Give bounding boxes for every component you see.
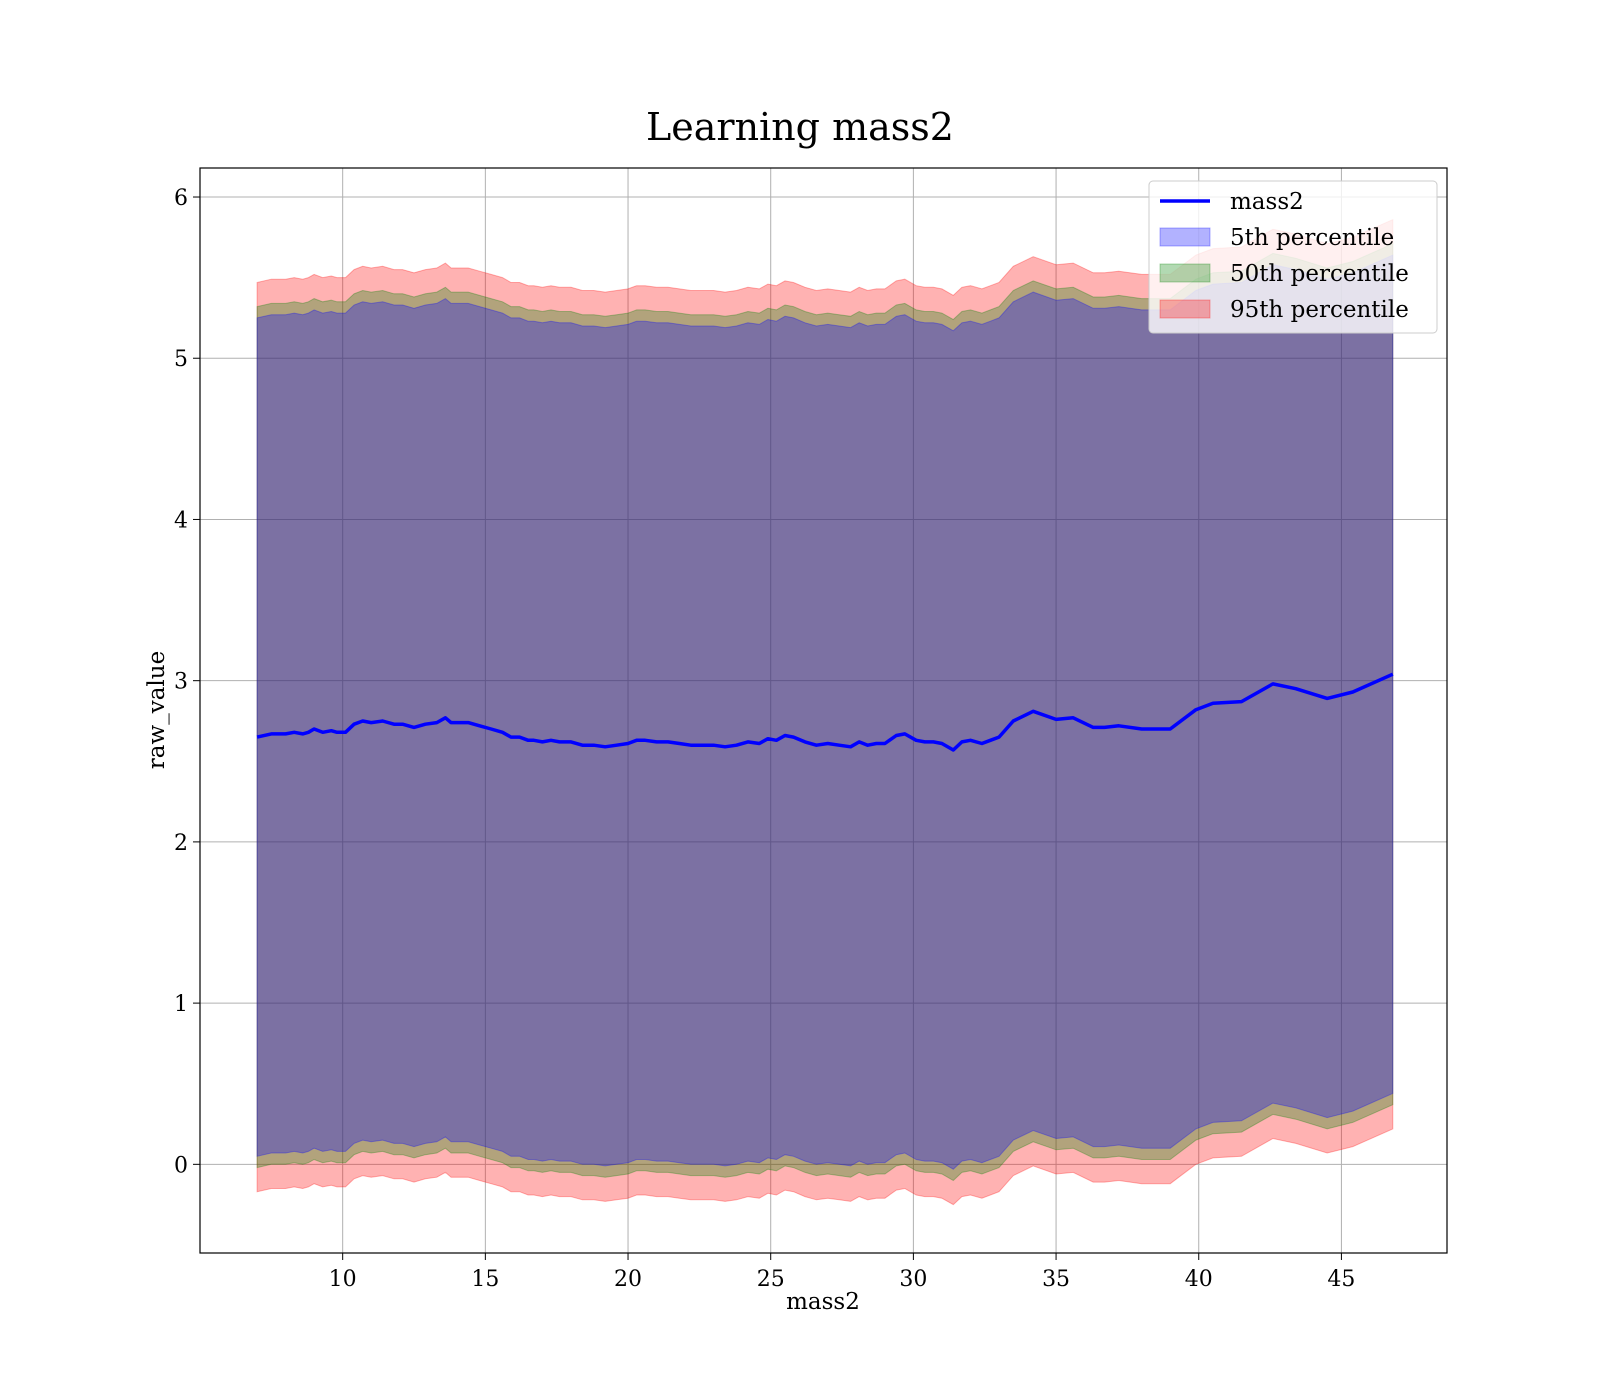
band-5th-percentile	[256, 254, 1394, 1170]
x-tick-label: 25	[757, 1267, 785, 1292]
x-tick-label: 30	[899, 1267, 927, 1292]
y-tick-label: 1	[174, 992, 188, 1017]
legend-label-50th-percentile: 50th percentile	[1230, 261, 1409, 287]
x-tick-label: 45	[1327, 1267, 1355, 1292]
band-50th-percentile	[256, 243, 1394, 1182]
band-95th-percentile	[256, 218, 1394, 1206]
legend-label-95th-percentile: 95th percentile	[1230, 297, 1409, 323]
x-tick-label: 10	[329, 1267, 357, 1292]
y-tick-label: 5	[174, 347, 188, 372]
legend-swatch-5th-percentile	[1159, 227, 1211, 247]
legend-swatch-95th-percentile	[1159, 299, 1211, 319]
y-tick-label: 2	[174, 831, 188, 856]
y-tick-label: 0	[174, 1153, 188, 1178]
plot-frame	[199, 167, 1448, 1254]
x-tick-label: 40	[1185, 1267, 1213, 1292]
legend-label-mass2: mass2	[1230, 189, 1304, 215]
legend-swatch-50th-percentile	[1159, 263, 1211, 283]
x-tick-label: 35	[1042, 1267, 1070, 1292]
legend-box	[1148, 180, 1438, 334]
y-axis-ticks: 0 1 2 3 4 5 6	[174, 186, 200, 1178]
y-axis-label: raw_value	[144, 651, 170, 769]
percentile-bands	[256, 218, 1394, 1206]
line-series	[256, 672, 1394, 752]
grid-lines	[200, 168, 1447, 1253]
x-axis-ticks: 10 15 20 25 30 35 40 45	[329, 1253, 1355, 1292]
y-tick-label: 3	[174, 670, 188, 695]
x-tick-label: 20	[614, 1267, 642, 1292]
chart-title: Learning mass2	[646, 105, 954, 149]
y-tick-label: 6	[174, 186, 188, 211]
series-line-mass2	[256, 672, 1394, 752]
x-tick-label: 15	[471, 1267, 499, 1292]
legend-label-5th-percentile: 5th percentile	[1230, 225, 1394, 251]
x-axis-label: mass2	[786, 1289, 860, 1315]
y-tick-label: 4	[174, 508, 188, 533]
legend: mass2 5th percentile 50th percentile 95t…	[1148, 180, 1438, 334]
